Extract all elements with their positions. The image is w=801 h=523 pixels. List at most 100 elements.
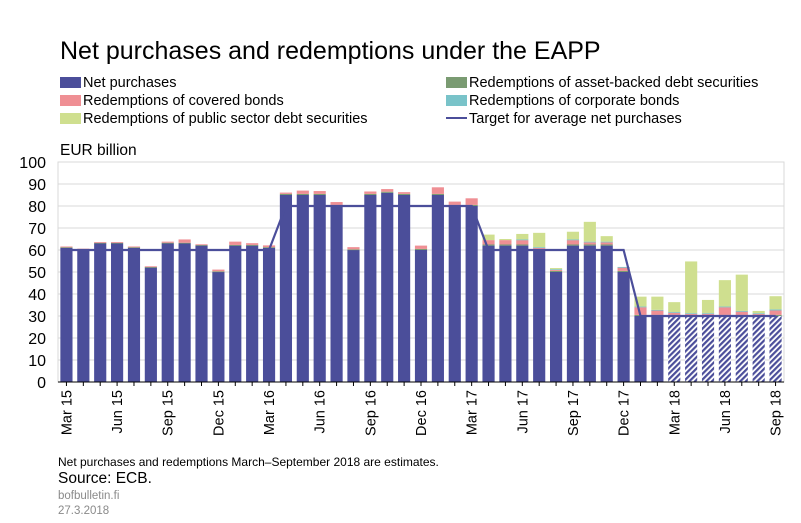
- bar-abs: [313, 193, 326, 195]
- legend-swatch: [60, 95, 81, 106]
- bar-public-sector: [718, 280, 731, 307]
- x-tick-label: Sep 18: [769, 390, 785, 436]
- bar-public-sector: [549, 268, 563, 270]
- bar-abs: [296, 193, 309, 195]
- bar-net-purchases: [431, 195, 444, 382]
- y-axis-unit-label: EUR billion: [60, 142, 137, 159]
- y-tick-label: 0: [37, 375, 46, 392]
- bar-abs: [364, 193, 377, 195]
- bar-net-purchases: [634, 316, 647, 382]
- bar-net-purchases: [600, 245, 613, 382]
- legend-label: Redemptions of covered bonds: [83, 93, 284, 109]
- bar-abs: [161, 242, 174, 244]
- chart-legend: Net purchases Redemptions of asset-backe…: [58, 74, 798, 130]
- y-tick-label: 60: [28, 243, 46, 260]
- bar-abs: [94, 242, 107, 244]
- y-tick-label: 30: [28, 309, 46, 326]
- publish-date: 27.3.2018: [58, 505, 110, 517]
- bar-net-purchases: [60, 247, 73, 382]
- bar-net-purchases: [229, 245, 242, 382]
- legend-item-net-purchases: Net purchases: [60, 74, 177, 92]
- bar-abs: [549, 270, 563, 272]
- bar-covered-bonds: [111, 242, 124, 243]
- bar-covered-bonds: [330, 202, 343, 205]
- x-tick-label: Jun 15: [110, 390, 126, 434]
- bar-corporate: [718, 306, 731, 308]
- bar-net-purchases: [549, 272, 563, 382]
- bar-covered-bonds: [94, 242, 107, 243]
- bar-abs: [583, 244, 596, 246]
- bar-net-purchases: [296, 195, 309, 382]
- bar-public-sector: [533, 232, 546, 248]
- legend-item-abs: Redemptions of asset-backed debt securit…: [446, 74, 758, 92]
- bar-abs: [212, 271, 225, 273]
- bar-net-purchases: [448, 206, 461, 382]
- bar-corporate: [634, 306, 647, 308]
- target-line: [66, 204, 776, 318]
- bar-net-purchases: [465, 206, 478, 382]
- bar-net-purchases: [94, 243, 107, 382]
- bar-covered-bonds: [583, 242, 596, 245]
- legend-swatch: [446, 95, 467, 106]
- x-tick-label: Dec 16: [414, 390, 430, 436]
- bar-covered-bonds: [600, 242, 613, 245]
- bar-net-purchases: [414, 250, 428, 382]
- bar-abs: [381, 191, 394, 193]
- x-tick-label: Mar 16: [262, 390, 278, 435]
- bar-net-purchases: [651, 316, 664, 382]
- bar-abs: [617, 270, 630, 272]
- bar-public-sector: [634, 296, 647, 307]
- bar-covered-bonds: [769, 310, 782, 315]
- y-tick-label: 90: [28, 177, 46, 194]
- bar-public-sector: [735, 274, 748, 311]
- bar-covered-bonds: [533, 247, 546, 249]
- bar-abs: [246, 244, 259, 246]
- bar-abs: [127, 247, 141, 248]
- legend-line: [446, 117, 467, 119]
- bar-abs: [144, 266, 157, 268]
- bar-corporate: [600, 241, 613, 243]
- bar-net-purchases: [718, 316, 731, 382]
- bar-covered-bonds: [516, 240, 529, 245]
- bar-net-purchases: [262, 247, 276, 382]
- bar-corporate: [516, 239, 529, 241]
- legend-label: Redemptions of asset-backed debt securit…: [469, 75, 759, 91]
- bar-net-purchases: [381, 192, 394, 382]
- bar-abs: [60, 247, 73, 248]
- bar-net-purchases: [212, 272, 225, 382]
- bar-abs: [516, 244, 529, 246]
- bar-covered-bonds: [431, 187, 444, 194]
- bar-net-purchases: [178, 243, 191, 382]
- bar-corporate: [651, 309, 664, 311]
- bar-covered-bonds: [482, 240, 495, 245]
- bar-abs: [111, 242, 124, 244]
- y-tick-label: 70: [28, 221, 46, 238]
- bar-covered-bonds: [499, 240, 512, 245]
- bar-corporate: [701, 313, 715, 314]
- bar-net-purchases: [735, 316, 748, 382]
- bar-covered-bonds: [414, 245, 428, 249]
- bar-covered-bonds: [313, 191, 326, 194]
- bar-net-purchases: [313, 195, 326, 382]
- bar-corporate: [617, 266, 630, 268]
- bar-public-sector: [600, 236, 613, 242]
- legend-item-corporate: Redemptions of corporate bonds: [446, 92, 679, 110]
- bar-corporate: [769, 309, 782, 311]
- bar-public-sector: [516, 233, 529, 240]
- bar-abs: [482, 244, 495, 246]
- bar-covered-bonds: [229, 241, 242, 245]
- bar-abs: [566, 244, 580, 246]
- bar-covered-bonds: [735, 311, 748, 315]
- x-tick-label: Mar 15: [59, 390, 75, 435]
- bar-corporate: [685, 313, 698, 314]
- bar-corporate: [566, 239, 580, 241]
- bar-net-purchases: [398, 195, 411, 382]
- bar-covered-bonds: [752, 313, 765, 315]
- bar-net-purchases: [499, 245, 512, 382]
- bar-covered-bonds: [195, 244, 208, 246]
- bar-public-sector: [701, 299, 715, 314]
- bar-covered-bonds: [634, 307, 647, 315]
- bar-corporate: [752, 313, 765, 314]
- bar-covered-bonds: [364, 191, 377, 194]
